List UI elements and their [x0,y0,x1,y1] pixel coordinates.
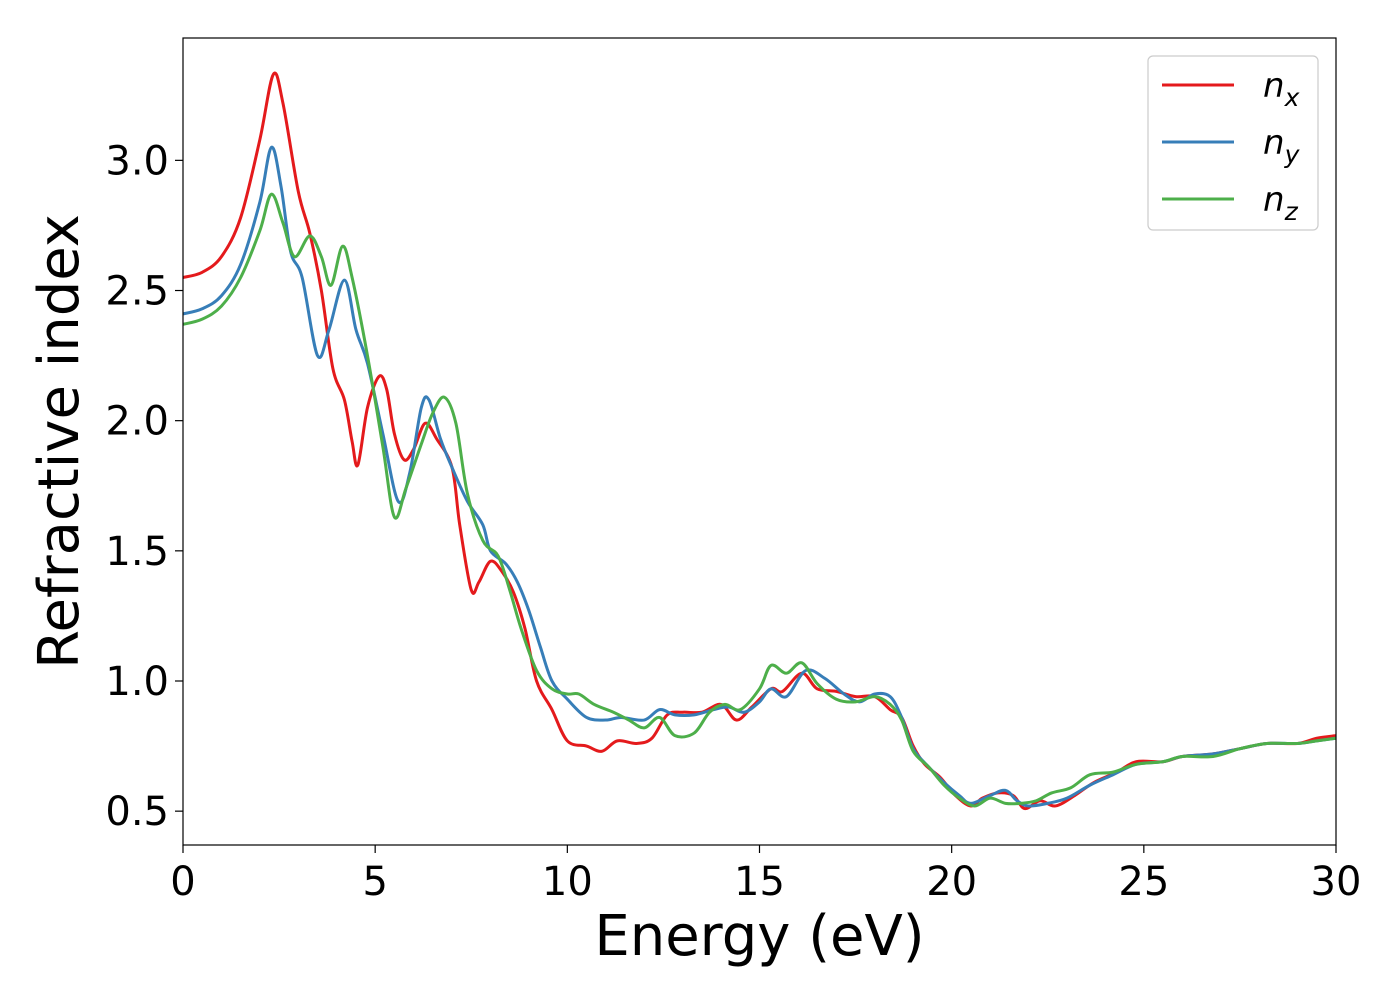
legend-label-sub: z [1284,197,1299,226]
series-line-y [183,145,1336,808]
x-tick-label: 15 [734,859,785,905]
y-tick-label: 3.0 [105,138,169,184]
legend-label-x: nx [1263,66,1300,112]
series-line-z [183,192,1336,808]
x-axis-title: Energy (eV) [594,904,924,969]
x-tick-label: 25 [1118,859,1169,905]
x-tick-label: 20 [926,859,977,905]
legend-label-main: n [1263,123,1285,163]
y-tick-label: 1.5 [105,529,169,575]
legend-label-main: n [1263,180,1285,220]
ticks-layer: 0 5 10 15 20 25 30 0.5 1.0 1.5 2.0 2.5 3.0 [105,138,1361,905]
x-tick-label: 30 [1311,859,1362,905]
y-tick-label: 2.0 [105,399,169,445]
x-tick-label: 5 [362,859,387,905]
legend-label-sub: x [1284,83,1300,112]
series-layer [183,71,1336,811]
x-tick-label: 10 [542,859,593,905]
x-tick-label: 0 [170,859,195,905]
legend-label-sub: y [1284,140,1301,169]
y-tick-label: 0.5 [105,789,169,835]
y-tick-label: 1.0 [105,659,169,705]
y-tick-label: 2.5 [105,269,169,315]
legend-label-y: ny [1263,123,1301,169]
y-axis-title: Refractive index [27,214,92,669]
legend-label-z: nz [1263,180,1299,226]
legend-label-main: n [1263,66,1285,106]
